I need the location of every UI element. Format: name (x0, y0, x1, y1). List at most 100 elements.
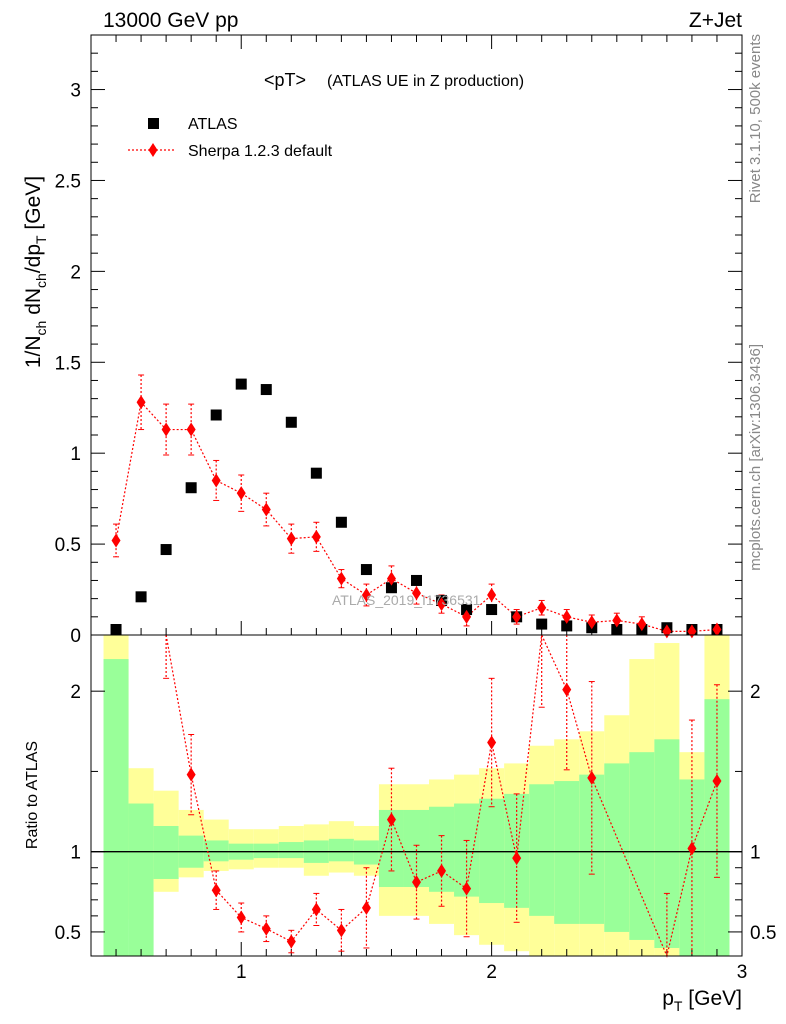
sherpa-point (562, 609, 572, 624)
sherpa-point (386, 571, 396, 586)
ratio-sherpa-point (687, 841, 697, 856)
ratio-band-inner (353, 840, 379, 865)
main-title-text: <pT> (264, 70, 306, 90)
atlas-point (360, 564, 372, 576)
ratio-band-inner (604, 763, 630, 932)
legend-atlas-label: ATLAS (188, 116, 238, 133)
atlas-point (411, 574, 422, 586)
ratio-band-inner (579, 774, 605, 924)
sherpa-point (487, 588, 497, 602)
sherpa-point (286, 531, 296, 546)
mcplots-label: mcplots.cern.ch [arXiv:1306.3436] (747, 344, 764, 571)
sherpa-point (587, 615, 597, 630)
sherpa-point (537, 600, 547, 615)
ratio-band-inner (654, 739, 680, 948)
ratio-frame (90, 634, 743, 957)
ratio-sherpa-point (286, 934, 296, 949)
ratio-band-inner (128, 803, 154, 956)
sherpa-point (712, 622, 722, 637)
legend-atlas-marker (148, 118, 159, 129)
y-tick-label-ratio: 0.5 (55, 923, 81, 944)
main-title-subtext: (ATLAS UE in Z production) (327, 73, 524, 90)
legend: ATLAS Sherpa 1.2.3 default (128, 116, 333, 160)
ratio-sherpa-point (211, 883, 221, 898)
ratio-sherpa-line (165, 632, 718, 958)
y-axis-main-title-text: 1/Nch dNch/dpT [GeV] (22, 176, 49, 368)
atlas-point (110, 624, 122, 635)
y-tick-label-ratio-right: 2 (750, 682, 761, 703)
atlas-point (335, 516, 347, 528)
main-panel: 0 0.5 1 1.5 2 2.5 3 ATLAS_2019_I1736531 <pT> (… (22, 34, 743, 647)
ratio-band-inner (103, 659, 129, 956)
sherpa-point (186, 422, 196, 437)
y-tick-label-main: 0 (70, 626, 81, 647)
sherpa-point (612, 613, 622, 628)
ratio-sherpa-point (336, 923, 346, 938)
y-tick-label-main: 3 (70, 81, 81, 102)
ratio-sherpa-point (186, 767, 196, 782)
sherpa-point (236, 486, 246, 501)
atlas-point (611, 624, 623, 635)
y-tick-label-ratio-right: 1 (750, 843, 761, 864)
sherpa-point (211, 473, 221, 488)
sherpa-point (261, 502, 271, 517)
legend-sherpa-marker (148, 143, 158, 157)
sherpa-point (462, 609, 472, 624)
rivet-label: Rivet 3.1.10, 500k events (747, 34, 764, 203)
atlas-point (210, 409, 222, 421)
atlas-point (285, 416, 297, 428)
ratio-band-inner (629, 752, 655, 940)
ratio-sherpa-point (462, 881, 472, 896)
ratio-band-inner (253, 843, 279, 859)
atlas-point (135, 591, 147, 603)
sherpa-point (336, 571, 346, 586)
ratio-sherpa-point (361, 900, 371, 915)
sherpa-point (412, 586, 421, 601)
y-tick-label-ratio: 1 (70, 843, 81, 864)
ratio-plot-area: 0.5 0.5 1 1 2 2 1 2 3 (55, 632, 776, 983)
y-tick-label-main: 1.5 (55, 353, 81, 374)
ratio-band-inner (278, 842, 304, 859)
y-axis-main-title: 1/Nch dNch/dpT [GeV] (22, 176, 49, 368)
ratio-sherpa-point (562, 682, 572, 697)
y-tick-label-main: 2 (70, 262, 81, 283)
ratio-sherpa-point (512, 851, 522, 866)
main-title: <pT> (ATLAS UE in Z production) (264, 70, 524, 90)
y-tick-label-main: 2.5 (55, 171, 81, 192)
x-tick-label: 1 (236, 962, 247, 983)
ratio-sherpa-point (487, 735, 497, 750)
atlas-point (185, 482, 197, 494)
sherpa-point (637, 617, 647, 632)
header-right: Z+Jet (689, 9, 742, 32)
sherpa-point (437, 597, 447, 612)
watermark: ATLAS_2019_I1736531 (332, 592, 481, 608)
ratio-sherpa-point (587, 770, 597, 785)
sherpa-point (512, 609, 522, 624)
sherpa-point (136, 395, 146, 410)
ratio-sherpa-point (311, 902, 321, 917)
atlas-point (235, 378, 247, 390)
ratio-sherpa-point (712, 774, 722, 789)
header-left: 13000 GeV pp (103, 9, 238, 32)
atlas-point (536, 618, 548, 630)
sherpa-point (111, 533, 121, 548)
atlas-point (561, 620, 573, 632)
y-tick-label-main: 0.5 (55, 535, 81, 556)
x-tick-label: 3 (737, 962, 748, 983)
ratio-sherpa-point (386, 812, 396, 827)
atlas-point (486, 604, 498, 616)
x-axis-title: pT [GeV] (662, 987, 742, 1014)
atlas-point (260, 384, 272, 396)
ratio-sherpa-point (412, 875, 421, 890)
ratio-band-inner (479, 798, 505, 904)
atlas-point (385, 582, 397, 594)
y-tick-label-ratio: 2 (70, 682, 81, 703)
y-tick-label-ratio-right: 0.5 (750, 923, 776, 944)
ratio-sherpa-point (261, 921, 271, 936)
x-tick-label: 2 (486, 962, 497, 983)
y-axis-ratio-title: Ratio to ATLAS (24, 741, 41, 849)
sherpa-point (161, 422, 171, 437)
ratio-band-inner (529, 784, 555, 916)
atlas-point (160, 544, 172, 556)
